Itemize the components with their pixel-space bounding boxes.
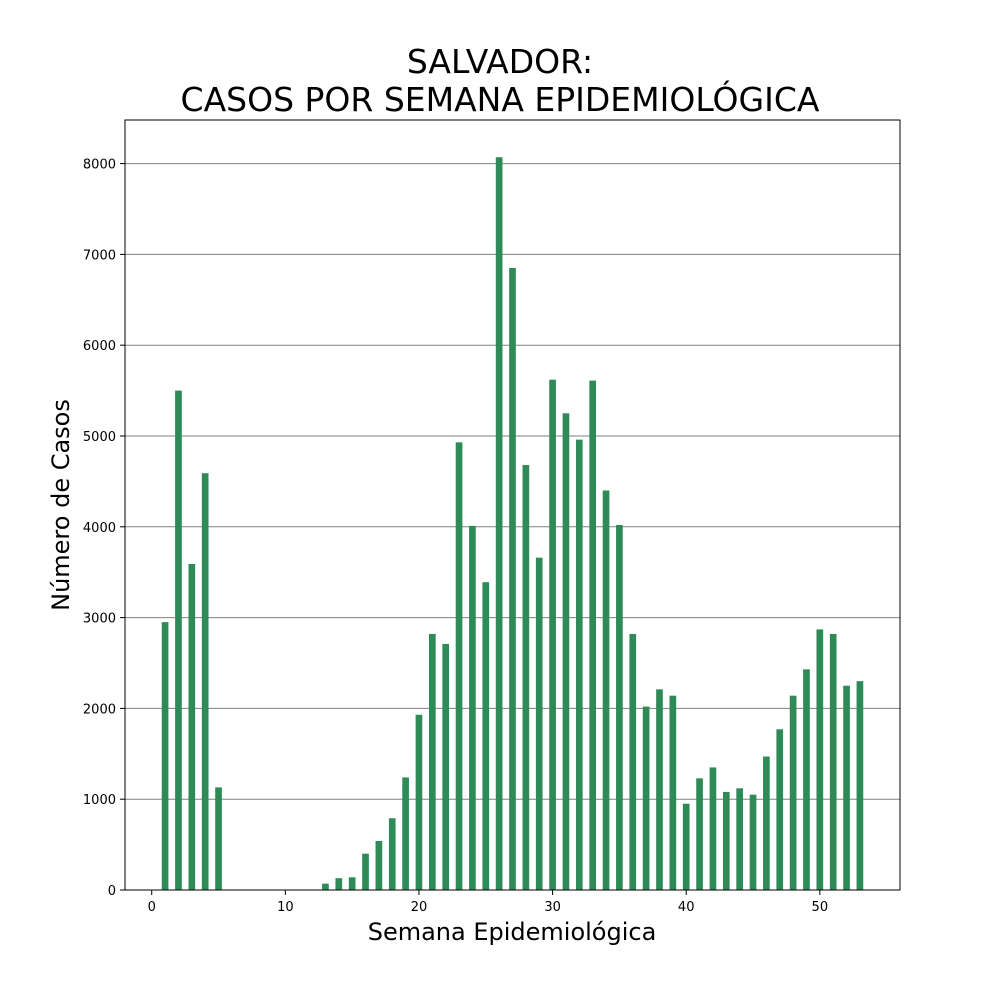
bar-week-34 bbox=[602, 490, 610, 890]
bar-week-39 bbox=[669, 695, 677, 890]
chart-title-line-1: SALVADOR: bbox=[406, 42, 594, 81]
bar-week-21 bbox=[428, 633, 436, 890]
bar-week-48 bbox=[789, 695, 797, 890]
bar-week-14 bbox=[335, 878, 343, 890]
bar-week-49 bbox=[803, 669, 810, 890]
x-tick-label: 0 bbox=[148, 900, 156, 915]
y-tick-label: 1000 bbox=[83, 793, 116, 808]
bar-week-18 bbox=[388, 818, 396, 890]
bar-week-36 bbox=[629, 633, 637, 890]
bar-week-52 bbox=[843, 685, 850, 890]
x-tick-label: 20 bbox=[411, 900, 428, 915]
bar-week-23 bbox=[455, 442, 463, 890]
bar-week-44 bbox=[736, 788, 743, 890]
bar-week-38 bbox=[656, 689, 663, 890]
y-tick-label: 3000 bbox=[83, 612, 116, 627]
x-tick-label: 40 bbox=[678, 900, 695, 915]
bar-week-15 bbox=[348, 877, 356, 890]
bar-week-3 bbox=[188, 564, 196, 890]
x-axis-label: Semana Epidemiológica bbox=[368, 918, 657, 946]
bar-week-22 bbox=[442, 643, 450, 890]
y-tick-label: 8000 bbox=[83, 158, 116, 173]
bar-week-35 bbox=[616, 524, 623, 890]
bar-week-43 bbox=[722, 791, 730, 890]
bar-week-28 bbox=[522, 465, 530, 890]
bar-week-51 bbox=[829, 633, 837, 890]
x-tick-label: 10 bbox=[277, 900, 294, 915]
bar-week-13 bbox=[322, 883, 329, 890]
bar-week-41 bbox=[696, 778, 703, 890]
ticks: 0 10 20 30 40 50 0 1000 2000 3000 4000 5000 6000 7000… bbox=[83, 158, 828, 915]
bar-week-40 bbox=[682, 803, 690, 890]
bar-week-5 bbox=[215, 787, 222, 890]
bar-week-50 bbox=[816, 629, 824, 890]
bar-week-27 bbox=[509, 268, 516, 890]
bar-week-30 bbox=[549, 379, 556, 890]
bar-week-20 bbox=[415, 714, 423, 890]
bar-week-2 bbox=[175, 390, 182, 890]
y-axis-label: Número de Casos bbox=[47, 399, 75, 611]
y-tick-label: 7000 bbox=[83, 248, 116, 263]
bar-week-45 bbox=[749, 794, 757, 890]
bar-week-26 bbox=[495, 157, 503, 891]
axes-frame bbox=[124, 119, 901, 891]
bar-week-25 bbox=[482, 582, 490, 890]
bars bbox=[161, 157, 864, 891]
y-tick-label: 4000 bbox=[83, 521, 116, 536]
bar-week-46 bbox=[763, 756, 770, 890]
bar-week-47 bbox=[776, 729, 784, 890]
bar-week-33 bbox=[589, 380, 597, 890]
y-tick-label: 6000 bbox=[83, 339, 116, 354]
x-tick-label: 30 bbox=[544, 900, 561, 915]
bar-week-24 bbox=[469, 525, 476, 890]
bar-week-1 bbox=[161, 622, 169, 890]
bar-week-32 bbox=[575, 439, 583, 890]
bar-week-31 bbox=[562, 413, 570, 890]
x-tick-label: 50 bbox=[812, 900, 829, 915]
bar-week-17 bbox=[375, 840, 383, 890]
bar-week-37 bbox=[642, 706, 650, 890]
bar-week-4 bbox=[201, 473, 209, 890]
bar-week-42 bbox=[709, 767, 717, 890]
bar-week-16 bbox=[362, 853, 369, 890]
y-tick-label: 5000 bbox=[83, 430, 116, 445]
y-tick-label: 0 bbox=[108, 884, 116, 899]
bar-week-19 bbox=[402, 777, 409, 890]
bar-week-53 bbox=[856, 681, 864, 890]
bar-week-29 bbox=[535, 557, 543, 890]
chart-title-line-2: CASOS POR SEMANA EPIDEMIOLÓGICA bbox=[180, 80, 820, 119]
y-tick-label: 2000 bbox=[83, 702, 116, 717]
